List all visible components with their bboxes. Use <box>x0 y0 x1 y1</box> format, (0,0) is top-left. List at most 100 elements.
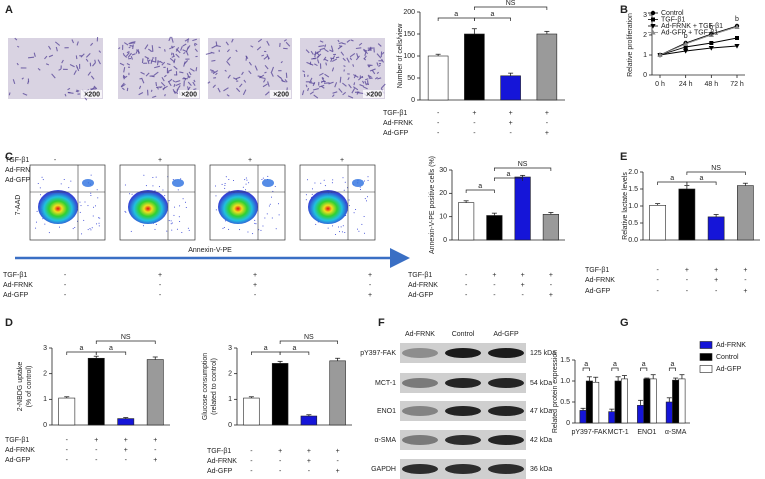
flow-dot <box>246 179 248 181</box>
flow-dot <box>225 176 227 178</box>
cell <box>127 52 132 58</box>
cell <box>318 45 325 48</box>
significance-label: a <box>671 361 675 368</box>
bar <box>464 33 485 101</box>
protein-label: pY397-FAK <box>360 350 396 357</box>
bar <box>300 415 318 426</box>
treatment-sign: - <box>125 457 128 464</box>
blot-band <box>402 435 438 445</box>
lane-label: Ad-FRNK <box>405 331 435 338</box>
cell <box>205 52 212 55</box>
cell <box>211 45 217 49</box>
flow-dot <box>152 185 154 187</box>
treatment-sign: - <box>437 130 440 137</box>
treatment-sign: + <box>743 288 747 295</box>
flow-dot <box>39 187 41 189</box>
cell <box>381 58 385 63</box>
x-tick-label: ENO1 <box>637 429 656 436</box>
flow-dot <box>272 190 274 192</box>
cell <box>271 66 275 73</box>
cell <box>90 42 94 47</box>
cell <box>321 76 325 80</box>
bar <box>614 380 622 424</box>
bar <box>514 176 531 241</box>
point <box>683 45 688 49</box>
cell <box>151 75 155 78</box>
bar <box>620 378 628 424</box>
flow-dot <box>245 183 247 185</box>
cell <box>338 88 343 93</box>
cell <box>366 80 369 86</box>
treatment-label: TGF-β1 <box>3 272 27 279</box>
cell <box>128 46 131 49</box>
flow-dot <box>367 196 369 198</box>
cell <box>129 44 134 48</box>
y-tick-label: 150 <box>403 31 415 38</box>
flow-dot <box>260 229 262 231</box>
cell <box>186 45 191 50</box>
size-label: 47 kDa <box>530 408 552 415</box>
cell <box>172 88 175 93</box>
cell <box>233 77 238 81</box>
flow-dot <box>91 227 93 229</box>
cell <box>48 45 52 50</box>
point <box>708 46 714 51</box>
flow-dot <box>72 228 74 230</box>
legend-label: TGF-β1 <box>661 16 685 23</box>
cell <box>180 45 183 51</box>
flow-dot <box>87 229 89 231</box>
y-tick-label: 2.0 <box>628 169 638 176</box>
treatment-sign: + <box>509 110 513 117</box>
flow-dot <box>176 228 178 230</box>
cell <box>171 45 174 49</box>
magnification: ×200 <box>273 91 289 98</box>
cell <box>264 91 270 96</box>
treatment-sign: + <box>714 277 718 284</box>
y-axis-label: Related protein expression <box>552 350 559 433</box>
cell <box>367 74 371 80</box>
cell <box>21 77 24 80</box>
micrograph <box>118 38 200 99</box>
cell <box>309 77 313 82</box>
treatment-label: Ad-FRNK <box>5 167 35 174</box>
flow-dot <box>277 203 279 205</box>
treatment-label: Ad-FRNK <box>5 447 35 454</box>
cell <box>183 51 186 55</box>
protein-label: α-SMA <box>374 437 396 444</box>
flow-dot <box>90 174 92 176</box>
panel-letter: D <box>5 317 13 329</box>
cell <box>261 54 265 57</box>
cell <box>346 57 350 63</box>
flow-dot <box>154 228 156 230</box>
cell <box>346 39 351 43</box>
cell <box>161 76 165 82</box>
cell <box>355 47 362 50</box>
flow-dot <box>262 225 264 227</box>
cell <box>331 58 338 62</box>
treatment-sign: + <box>124 437 128 444</box>
treatment-sign: - <box>369 282 372 289</box>
treatment-sign: - <box>336 458 339 465</box>
cell <box>176 89 179 93</box>
cell <box>48 54 54 58</box>
cell <box>371 69 376 75</box>
treatment-sign: - <box>656 267 659 274</box>
cell <box>262 83 268 88</box>
significance-bracket <box>686 171 746 175</box>
point <box>708 32 714 37</box>
cell <box>285 41 291 47</box>
micrograph <box>300 38 385 99</box>
y-axis-label: Number of cells/view <box>397 23 404 89</box>
treatment-label: TGF-β1 <box>5 437 29 444</box>
cell <box>263 55 268 60</box>
treatment-label: Ad-FRNK <box>207 458 237 465</box>
cell <box>325 62 328 66</box>
flow-dot <box>359 186 361 188</box>
cell <box>212 70 219 75</box>
cell <box>337 45 343 50</box>
treatment-label: Ad-GFP <box>5 177 31 184</box>
cell <box>126 63 131 66</box>
flow-dot <box>90 229 92 231</box>
cell <box>166 63 171 66</box>
cell <box>352 64 355 67</box>
